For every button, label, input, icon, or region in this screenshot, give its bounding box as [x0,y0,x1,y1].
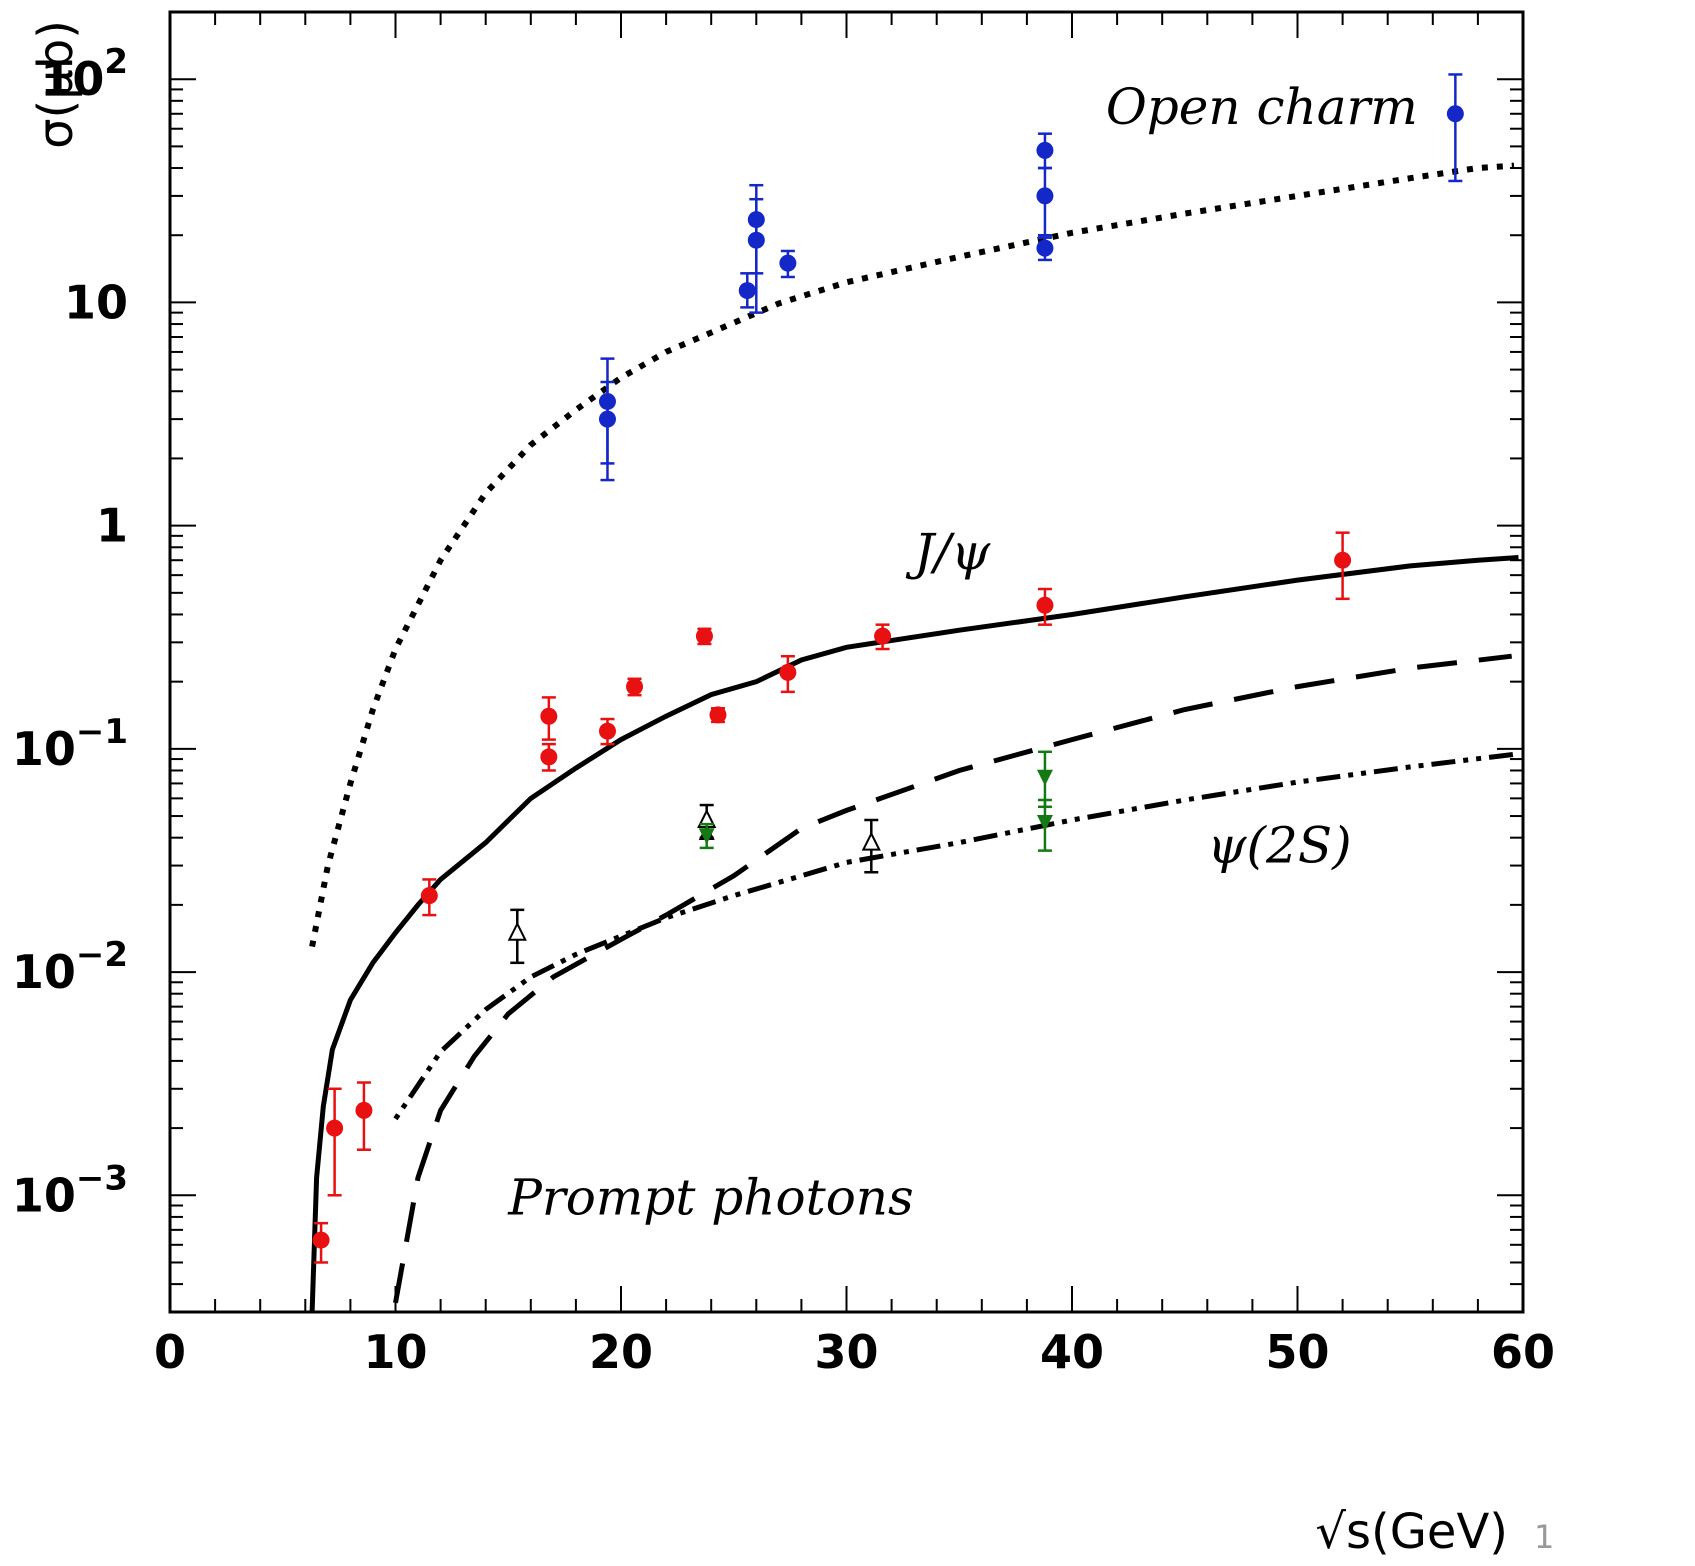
data-point [1036,240,1053,257]
x-axis-title: √s(GeV) [1315,1504,1508,1560]
y-tick-label: 10 [64,275,128,329]
data-point [1334,552,1351,569]
data-point [355,1102,372,1119]
data-point [779,664,796,681]
x-tick-label: 50 [1265,1325,1329,1379]
y-axis-title: σ(μb) [28,20,84,149]
data-point [599,723,616,740]
plot-frame [170,12,1523,1312]
annotation-label: J/ψ [905,523,991,581]
annotation-label: Prompt photons [507,1169,913,1227]
data-point [540,748,557,765]
data-point [599,411,616,428]
x-tick-label: 20 [589,1325,653,1379]
annotation-label: ψ(2S) [1207,816,1351,874]
data-point-down-triangle [1037,770,1053,786]
x-tick-label: 10 [363,1325,427,1379]
data-point [421,887,438,904]
data-point [313,1232,330,1249]
data-point-open-triangle [509,924,525,940]
x-tick-labels: 0 10 20 30 40 50 60 [154,1325,1555,1379]
data-point [739,282,756,299]
annotation-label: Open charm [1106,78,1418,136]
data-point [1447,105,1464,122]
annotation-layer: Open charm J/ψ ψ(2S) Prompt photons [507,78,1418,1227]
y-tick-label: 10−1 [12,712,128,776]
ticks-layer [170,12,1523,1312]
data-point [779,255,796,272]
data-point-open-triangle [863,834,879,850]
points-layer [313,74,1464,1262]
data-point [1036,597,1053,614]
x-tick-label: 40 [1040,1325,1104,1379]
x-tick-label: 0 [154,1325,186,1379]
data-point [1036,187,1053,204]
y-tick-label: 1 [96,499,128,553]
data-point [1036,142,1053,159]
curve-dash-dot [396,754,1519,1119]
data-point [540,708,557,725]
data-point [709,706,726,723]
page-number-fragment: 1 [1534,1518,1554,1556]
x-tick-label: 30 [814,1325,878,1379]
data-point [626,678,643,695]
y-tick-label: 10−3 [12,1158,128,1222]
data-point [326,1120,343,1137]
data-point [748,232,765,249]
y-tick-label: 10−2 [12,935,128,999]
x-tick-label: 60 [1491,1325,1555,1379]
curve-solid [312,558,1518,1313]
curves-layer [312,166,1518,1312]
data-point [696,628,713,645]
data-point [874,628,891,645]
